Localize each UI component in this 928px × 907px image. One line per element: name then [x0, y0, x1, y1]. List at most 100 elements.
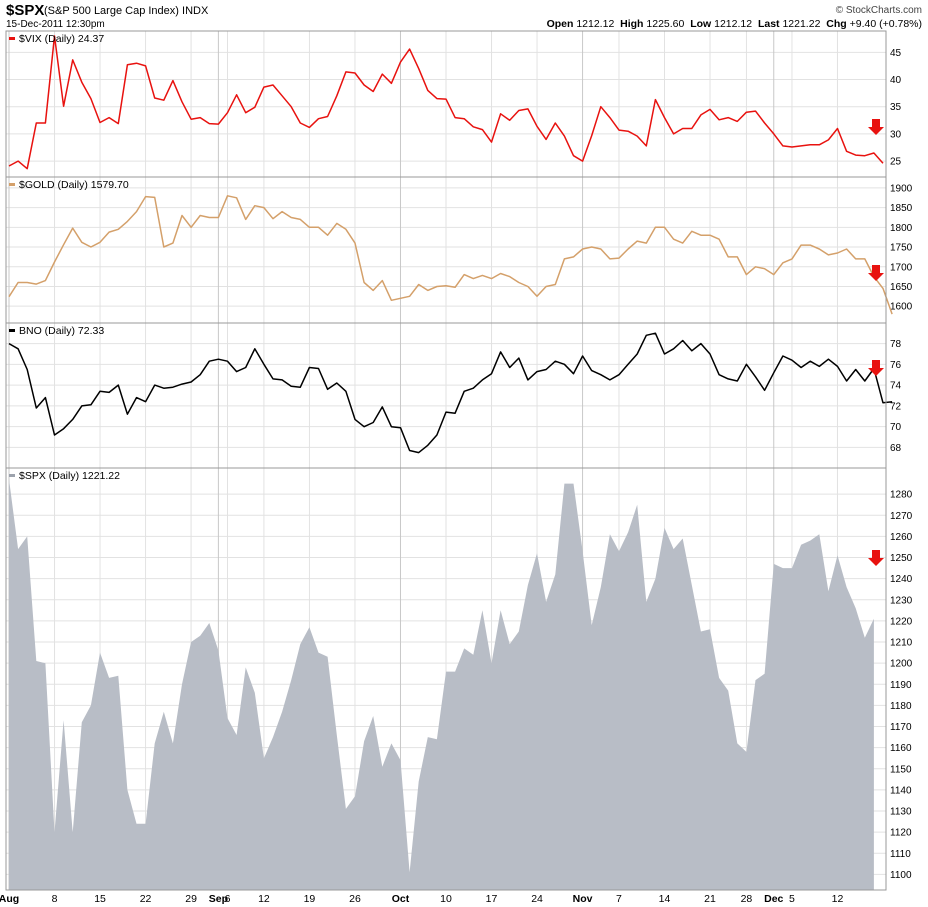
- x-tick-label: 26: [349, 893, 361, 905]
- y-tick-label: 78: [890, 339, 902, 350]
- legend-swatch: [9, 329, 15, 332]
- x-tick-label: Oct: [392, 893, 410, 905]
- y-tick-label: 1200: [890, 659, 913, 670]
- y-tick-label: 70: [890, 422, 902, 433]
- panel-0: 25 30 35 40 45 $VIX (Daily) 24.37: [5, 30, 902, 178]
- y-tick-label: 1280: [890, 490, 913, 501]
- x-tick-label: 19: [304, 893, 316, 905]
- down-arrow-icon: [868, 265, 884, 281]
- y-tick-label: 1210: [890, 638, 913, 649]
- y-tick-label: 1270: [890, 511, 913, 522]
- x-tick-label: Dec: [764, 893, 783, 905]
- x-tick-label: 24: [531, 893, 543, 905]
- y-tick-label: 1700: [890, 262, 913, 273]
- y-tick-label: 30: [890, 129, 902, 140]
- y-tick-label: 1180: [890, 701, 912, 712]
- high-label: High: [620, 18, 644, 30]
- exchange-label: INDX: [182, 5, 209, 17]
- y-tick-label: 45: [890, 48, 902, 59]
- y-tick-label: 1150: [890, 764, 912, 775]
- x-tick-label: 17: [486, 893, 498, 905]
- brand-label: © StockCharts.com: [835, 5, 922, 16]
- x-tick-label: Sep: [209, 893, 228, 905]
- down-arrow-icon: [868, 360, 884, 376]
- x-tick-label: 12: [258, 893, 270, 905]
- y-tick-label: 1140: [890, 785, 912, 796]
- y-tick-label: 1800: [890, 223, 913, 234]
- chart-name: (S&P 500 Large Cap Index) INDX: [44, 5, 208, 17]
- series-line-1: [8, 195, 893, 315]
- x-tick-label: 10: [440, 893, 452, 905]
- high-value: 1225.60: [646, 18, 685, 30]
- chart-date: 15-Dec-2011 12:30pm: [6, 19, 105, 30]
- quote-summary: Open 1212.12 High 1225.60 Low 1212.12 La…: [547, 18, 922, 30]
- panel-1: 1600 1650 1700 1750 1800 1850 1900 $GOLD (Daily…: [5, 176, 913, 324]
- x-tick-label: 22: [140, 893, 152, 905]
- y-tick-label: 1160: [890, 743, 912, 754]
- panel-2: 68 70 72 74 76 78 BNO (Daily) 72.33: [5, 322, 902, 469]
- y-tick-label: 35: [890, 102, 902, 113]
- low-value: 1212.12: [714, 18, 753, 30]
- last-label: Last: [757, 18, 780, 30]
- x-tick-label: 14: [659, 893, 671, 905]
- open-value: 1212.12: [576, 18, 615, 30]
- y-tick-label: 76: [890, 360, 902, 371]
- x-tick-label: 15: [94, 893, 106, 905]
- down-arrow-icon: [868, 550, 884, 566]
- y-tick-label: 1130: [890, 807, 912, 818]
- panel-label: $VIX (Daily) 24.37: [19, 33, 104, 45]
- down-arrow-icon: [868, 119, 884, 135]
- panel-label: $GOLD (Daily) 1579.70: [19, 179, 129, 191]
- panel-label: $SPX (Daily) 1221.22: [19, 470, 120, 482]
- y-tick-label: 72: [890, 401, 902, 412]
- x-tick-label: 8: [52, 893, 58, 905]
- y-tick-label: 1600: [890, 302, 913, 313]
- x-tick-label: Nov: [573, 893, 593, 905]
- chart-symbol: $SPX: [6, 2, 45, 19]
- x-tick-label: Aug: [0, 893, 19, 905]
- y-tick-label: 1260: [890, 532, 913, 543]
- legend-swatch: [9, 37, 15, 40]
- y-tick-label: 74: [890, 381, 902, 392]
- y-tick-label: 1240: [890, 574, 913, 585]
- x-tick-label: 28: [741, 893, 753, 905]
- y-tick-label: 1650: [890, 282, 913, 293]
- open-label: Open: [546, 18, 574, 30]
- y-tick-label: 1190: [890, 680, 912, 691]
- chg-label: Chg: [826, 18, 847, 30]
- index-name: (S&P 500 Large Cap Index): [44, 5, 179, 17]
- panel-border: [5, 467, 887, 891]
- y-tick-label: 1120: [890, 828, 912, 839]
- y-tick-label: 1220: [890, 616, 913, 627]
- y-tick-label: 1750: [890, 243, 913, 254]
- x-tick-label: 12: [832, 893, 844, 905]
- x-tick-label: 29: [185, 893, 197, 905]
- panel-label: BNO (Daily) 72.33: [19, 325, 104, 337]
- x-tick-label: 21: [704, 893, 716, 905]
- x-tick-label: 5: [789, 893, 795, 905]
- last-value: 1221.22: [782, 18, 821, 30]
- legend-swatch: [9, 474, 15, 477]
- y-tick-label: 1170: [890, 722, 912, 733]
- y-tick-label: 40: [890, 75, 902, 86]
- y-tick-label: 1100: [890, 870, 912, 881]
- y-tick-label: 68: [890, 443, 902, 454]
- series-line-2: [8, 332, 893, 454]
- spx-area: [9, 479, 874, 890]
- y-tick-label: 1250: [890, 553, 913, 564]
- chg-value: +9.40 (+0.78%): [849, 18, 922, 30]
- y-tick-label: 1110: [890, 849, 911, 860]
- low-label: Low: [690, 18, 712, 30]
- x-tick-label: 7: [616, 893, 622, 905]
- series-line-0: [8, 35, 884, 170]
- x-tick-label: 6: [225, 893, 231, 905]
- legend-swatch: [9, 183, 15, 186]
- y-tick-label: 25: [890, 157, 902, 168]
- y-tick-label: 1230: [890, 595, 913, 606]
- y-tick-label: 1900: [890, 183, 913, 194]
- chart-header: $SPX (S&P 500 Large Cap Index) INDX 15-D…: [0, 0, 928, 30]
- y-tick-label: 1850: [890, 203, 913, 214]
- panel-3: 1100 1110 1120 1130 1140 1150 1160 1170 1180 1190…: [5, 467, 913, 891]
